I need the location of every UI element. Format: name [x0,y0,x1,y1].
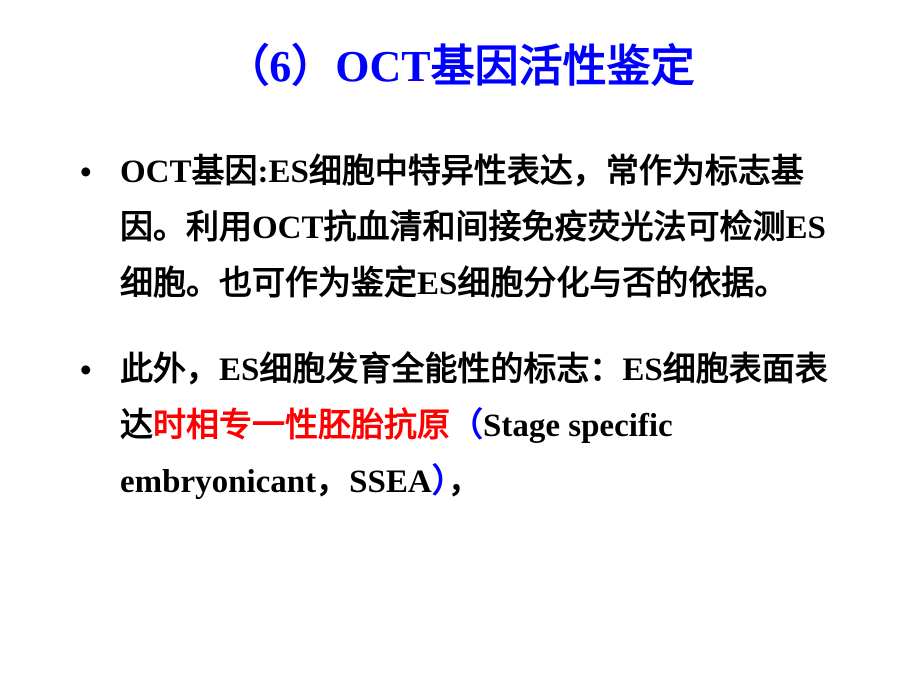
text-run: OCT基因:ES细胞中特异性表达，常作为标志基因。利用OCT抗血清和间接免疫荧光… [120,154,826,302]
paragraph-2: 此外，ES细胞发育全能性的标志：ES细胞表面表达时相专一性胚胎抗原（Stage … [120,342,840,510]
list-item: • 此外，ES细胞发育全能性的标志：ES细胞表面表达时相专一性胚胎抗原（Stag… [80,342,840,510]
text-run-blue: ） [432,464,449,500]
list-item: • OCT基因:ES细胞中特异性表达，常作为标志基因。利用OCT抗血清和间接免疫… [80,144,840,312]
text-run: ， [448,464,481,500]
text-run-red: 时相专一性胚胎抗原 [153,408,450,444]
bullet-dot: • [80,144,92,200]
text-run-blue: （ [450,408,483,444]
bullet-dot: • [80,342,92,398]
slide-title: （6）OCT基因活性鉴定 [80,30,840,94]
slide-container: （6）OCT基因活性鉴定 • OCT基因:ES细胞中特异性表达，常作为标志基因。… [0,0,920,690]
paragraph-1: OCT基因:ES细胞中特异性表达，常作为标志基因。利用OCT抗血清和间接免疫荧光… [120,144,840,312]
bullet-list: • OCT基因:ES细胞中特异性表达，常作为标志基因。利用OCT抗血清和间接免疫… [80,144,840,511]
